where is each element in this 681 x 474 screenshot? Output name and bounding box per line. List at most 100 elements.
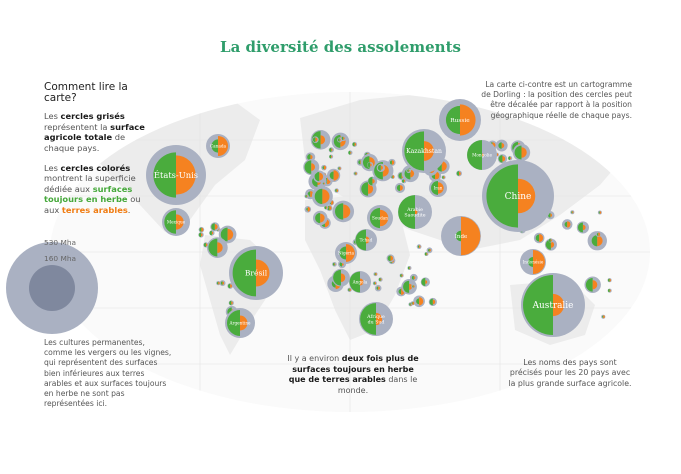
arable-half: [550, 241, 555, 248]
grassland-half: [304, 160, 312, 174]
country-bubble-small-5: [334, 188, 339, 193]
arable-half: [603, 315, 605, 319]
grassland-half: [412, 285, 414, 288]
country-bubble-small-71: [416, 244, 422, 250]
grassland-half: [306, 207, 308, 211]
africa-land: [305, 195, 410, 340]
arable-half: [334, 263, 336, 266]
country-bubble-small-27: [304, 205, 312, 213]
grassland-half: [409, 303, 411, 306]
grassland-half: [416, 298, 420, 305]
grassland-half: [591, 235, 598, 247]
country-bubble-small-43: [347, 287, 352, 293]
country-bubble-small-106: [219, 280, 226, 287]
grassland-half: [199, 227, 202, 232]
grassland-half: [208, 238, 218, 257]
arable-half: [401, 274, 403, 277]
country-bubble-bresil: Brésil: [229, 246, 283, 300]
grassland-half: [428, 248, 430, 252]
grassland-half: [349, 271, 360, 293]
country-bubble-small-98: [206, 237, 228, 258]
country-bubble-small-8: [329, 154, 334, 159]
grassland-half: [374, 272, 376, 276]
country-bubble-small-23: [303, 159, 320, 176]
country-bubble-small-15: [359, 180, 377, 198]
grassland-half: [598, 211, 600, 214]
arable-half: [343, 204, 351, 219]
arable-half: [214, 224, 218, 230]
grassland-half: [429, 298, 433, 306]
arable-half: [331, 148, 333, 152]
arable-half: [372, 179, 375, 184]
arable-half: [441, 161, 447, 172]
grassland-half: [360, 303, 376, 335]
country-bubble-small-83: [576, 221, 590, 234]
named-country-bubbles: Russie Kazakhstan Mongolie États-Unis Canada…: [146, 99, 585, 338]
arable-half: [201, 233, 203, 237]
country-bubble-small-14: [352, 141, 358, 147]
arable-half: [572, 211, 574, 214]
arable-half: [598, 232, 601, 237]
arable-half: [609, 289, 611, 292]
grassland-half: [217, 281, 219, 285]
grassland-half: [352, 142, 355, 147]
arable-half: [230, 284, 232, 288]
country-bubble-small-116: [607, 278, 612, 283]
arable-half: [354, 142, 357, 146]
grassland-half: [358, 160, 361, 165]
grassland-half: [211, 223, 215, 231]
grassland-half: [398, 195, 415, 229]
country-bubble-mexique: Mexique: [162, 208, 190, 236]
country-label-indonesie: Indonésie: [523, 259, 544, 264]
grassland-half: [498, 155, 503, 163]
grassland-half: [369, 207, 380, 229]
grassland-half: [585, 277, 593, 292]
country-bubble-small-121: [401, 279, 417, 295]
grassland-half: [456, 171, 460, 176]
country-bubble-small-36: [311, 185, 333, 207]
country-bubble-small-63: [376, 163, 385, 172]
arable-half: [400, 185, 403, 191]
country-bubble-small-4: [310, 129, 331, 150]
country-label-canada: Canada: [210, 143, 227, 148]
country-bubble-small-120: [413, 295, 425, 308]
how-to-read-heading: Comment lire la carte?: [44, 81, 128, 104]
country-bubble-small-17: [327, 168, 341, 183]
country-label-inde: Inde: [455, 234, 468, 240]
arable-half: [201, 227, 204, 232]
grassland-half: [335, 189, 337, 193]
arable-half: [409, 283, 413, 290]
arable-half: [391, 160, 395, 165]
country-bubble-small-10: [353, 171, 358, 176]
page-title: La diversité des assolements: [220, 38, 461, 56]
arable-half: [533, 250, 545, 274]
arable-half: [343, 136, 345, 140]
grassland-half: [367, 162, 371, 168]
arable-half: [443, 176, 445, 179]
country-bubble-argentine: Argentine: [225, 308, 255, 338]
country-bubble-small-108: [495, 139, 508, 152]
country-bubble-iran: Iran: [429, 179, 447, 197]
grassland-note: Il y a environ deux fois plus de surface…: [287, 354, 419, 395]
country-bubble-angola: Angola: [349, 271, 371, 293]
grassland-half: [389, 160, 392, 165]
arable-half: [459, 171, 461, 176]
grassland-half: [333, 269, 341, 286]
country-bubble-small-96: [218, 225, 237, 244]
country-label-bresil: Brésil: [245, 269, 268, 278]
arable-half: [567, 221, 571, 228]
how-to-read-panel: Comment lire la carte? Les cercles grisé…: [44, 82, 156, 225]
country-label-arabie-saoudite: Arabie: [406, 207, 423, 213]
country-bubble-small-76: [456, 170, 463, 177]
grassland-half: [411, 275, 414, 280]
country-label-etats-unis: États-Unis: [154, 169, 198, 180]
arable-half: [496, 153, 499, 156]
legend-label-160: 160 Mha: [44, 254, 77, 263]
grassland-half: [535, 234, 540, 242]
grassland-half: [348, 288, 350, 292]
country-label-angola: Angola: [352, 279, 368, 284]
arable-half: [310, 155, 313, 160]
country-label-chine: Chine: [505, 192, 532, 202]
country-bubble-nigeria: Nigéria: [335, 242, 357, 264]
